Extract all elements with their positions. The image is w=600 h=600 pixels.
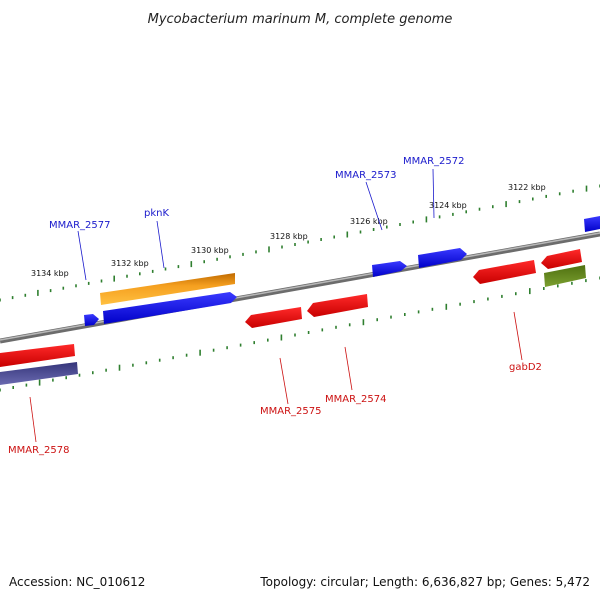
tick-label: 3134 kbp (31, 269, 69, 278)
gene-feature[interactable] (544, 265, 586, 287)
map-title: Mycobacterium marinum M, complete genome (148, 12, 453, 27)
gene-label[interactable]: MMAR_2574 (325, 394, 387, 405)
gene-label[interactable]: MMAR_2578 (8, 445, 70, 456)
gene-feature[interactable] (584, 216, 600, 232)
gene-label[interactable]: MMAR_2573 (335, 170, 397, 181)
gene-feature[interactable] (100, 273, 235, 305)
gene-feature[interactable] (307, 294, 368, 317)
gene-feature[interactable] (418, 248, 467, 268)
label-leader (513, 311, 523, 361)
genome-backbone-highlight (0, 232, 600, 341)
gene-feature[interactable] (473, 260, 536, 284)
gene-feature[interactable] (372, 261, 407, 277)
forward-genes (84, 216, 600, 326)
tick-label: 3132 kbp (111, 259, 149, 268)
gene-label[interactable]: gabD2 (509, 362, 542, 373)
gene-feature[interactable] (541, 249, 582, 269)
genome-backbone (0, 231, 600, 344)
tick-labels: 3122 kbp 3124 kbp 3126 kbp 3128 kbp 3130… (31, 183, 546, 278)
label-leader (365, 181, 383, 231)
tick-label: 3122 kbp (508, 183, 546, 192)
tick-label: 3130 kbp (191, 246, 229, 255)
gene-label[interactable]: pknK (144, 208, 169, 219)
reverse-genes (0, 249, 586, 385)
label-leader (77, 230, 87, 281)
label-leader (156, 220, 165, 269)
tick-label: 3128 kbp (270, 232, 308, 241)
gene-feature[interactable] (84, 314, 99, 326)
gene-feature[interactable] (0, 344, 75, 367)
tick-rows (0, 184, 600, 392)
gene-feature[interactable] (0, 362, 78, 385)
gene-feature[interactable] (245, 307, 302, 328)
gene-feature[interactable] (103, 292, 237, 324)
reverse-gene-labels: gabD2 MMAR_2574 MMAR_2575 MMAR_2578 (8, 311, 542, 456)
tick-label: 3126 kbp (350, 217, 388, 226)
forward-gene-labels: MMAR_2572 MMAR_2573 pknK MMAR_2577 (49, 156, 465, 281)
label-leader (29, 396, 37, 443)
label-leader (344, 346, 353, 391)
genome-summary-text: Topology: circular; Length: 6,636,827 bp… (259, 575, 590, 589)
gene-label[interactable]: MMAR_2575 (260, 406, 322, 417)
gene-label[interactable]: MMAR_2577 (49, 220, 111, 231)
label-leader (279, 357, 289, 405)
label-leader (432, 168, 435, 219)
tick-label: 3124 kbp (429, 201, 467, 210)
gene-label[interactable]: MMAR_2572 (403, 156, 465, 167)
accession-text: Accession: NC_010612 (9, 575, 145, 589)
